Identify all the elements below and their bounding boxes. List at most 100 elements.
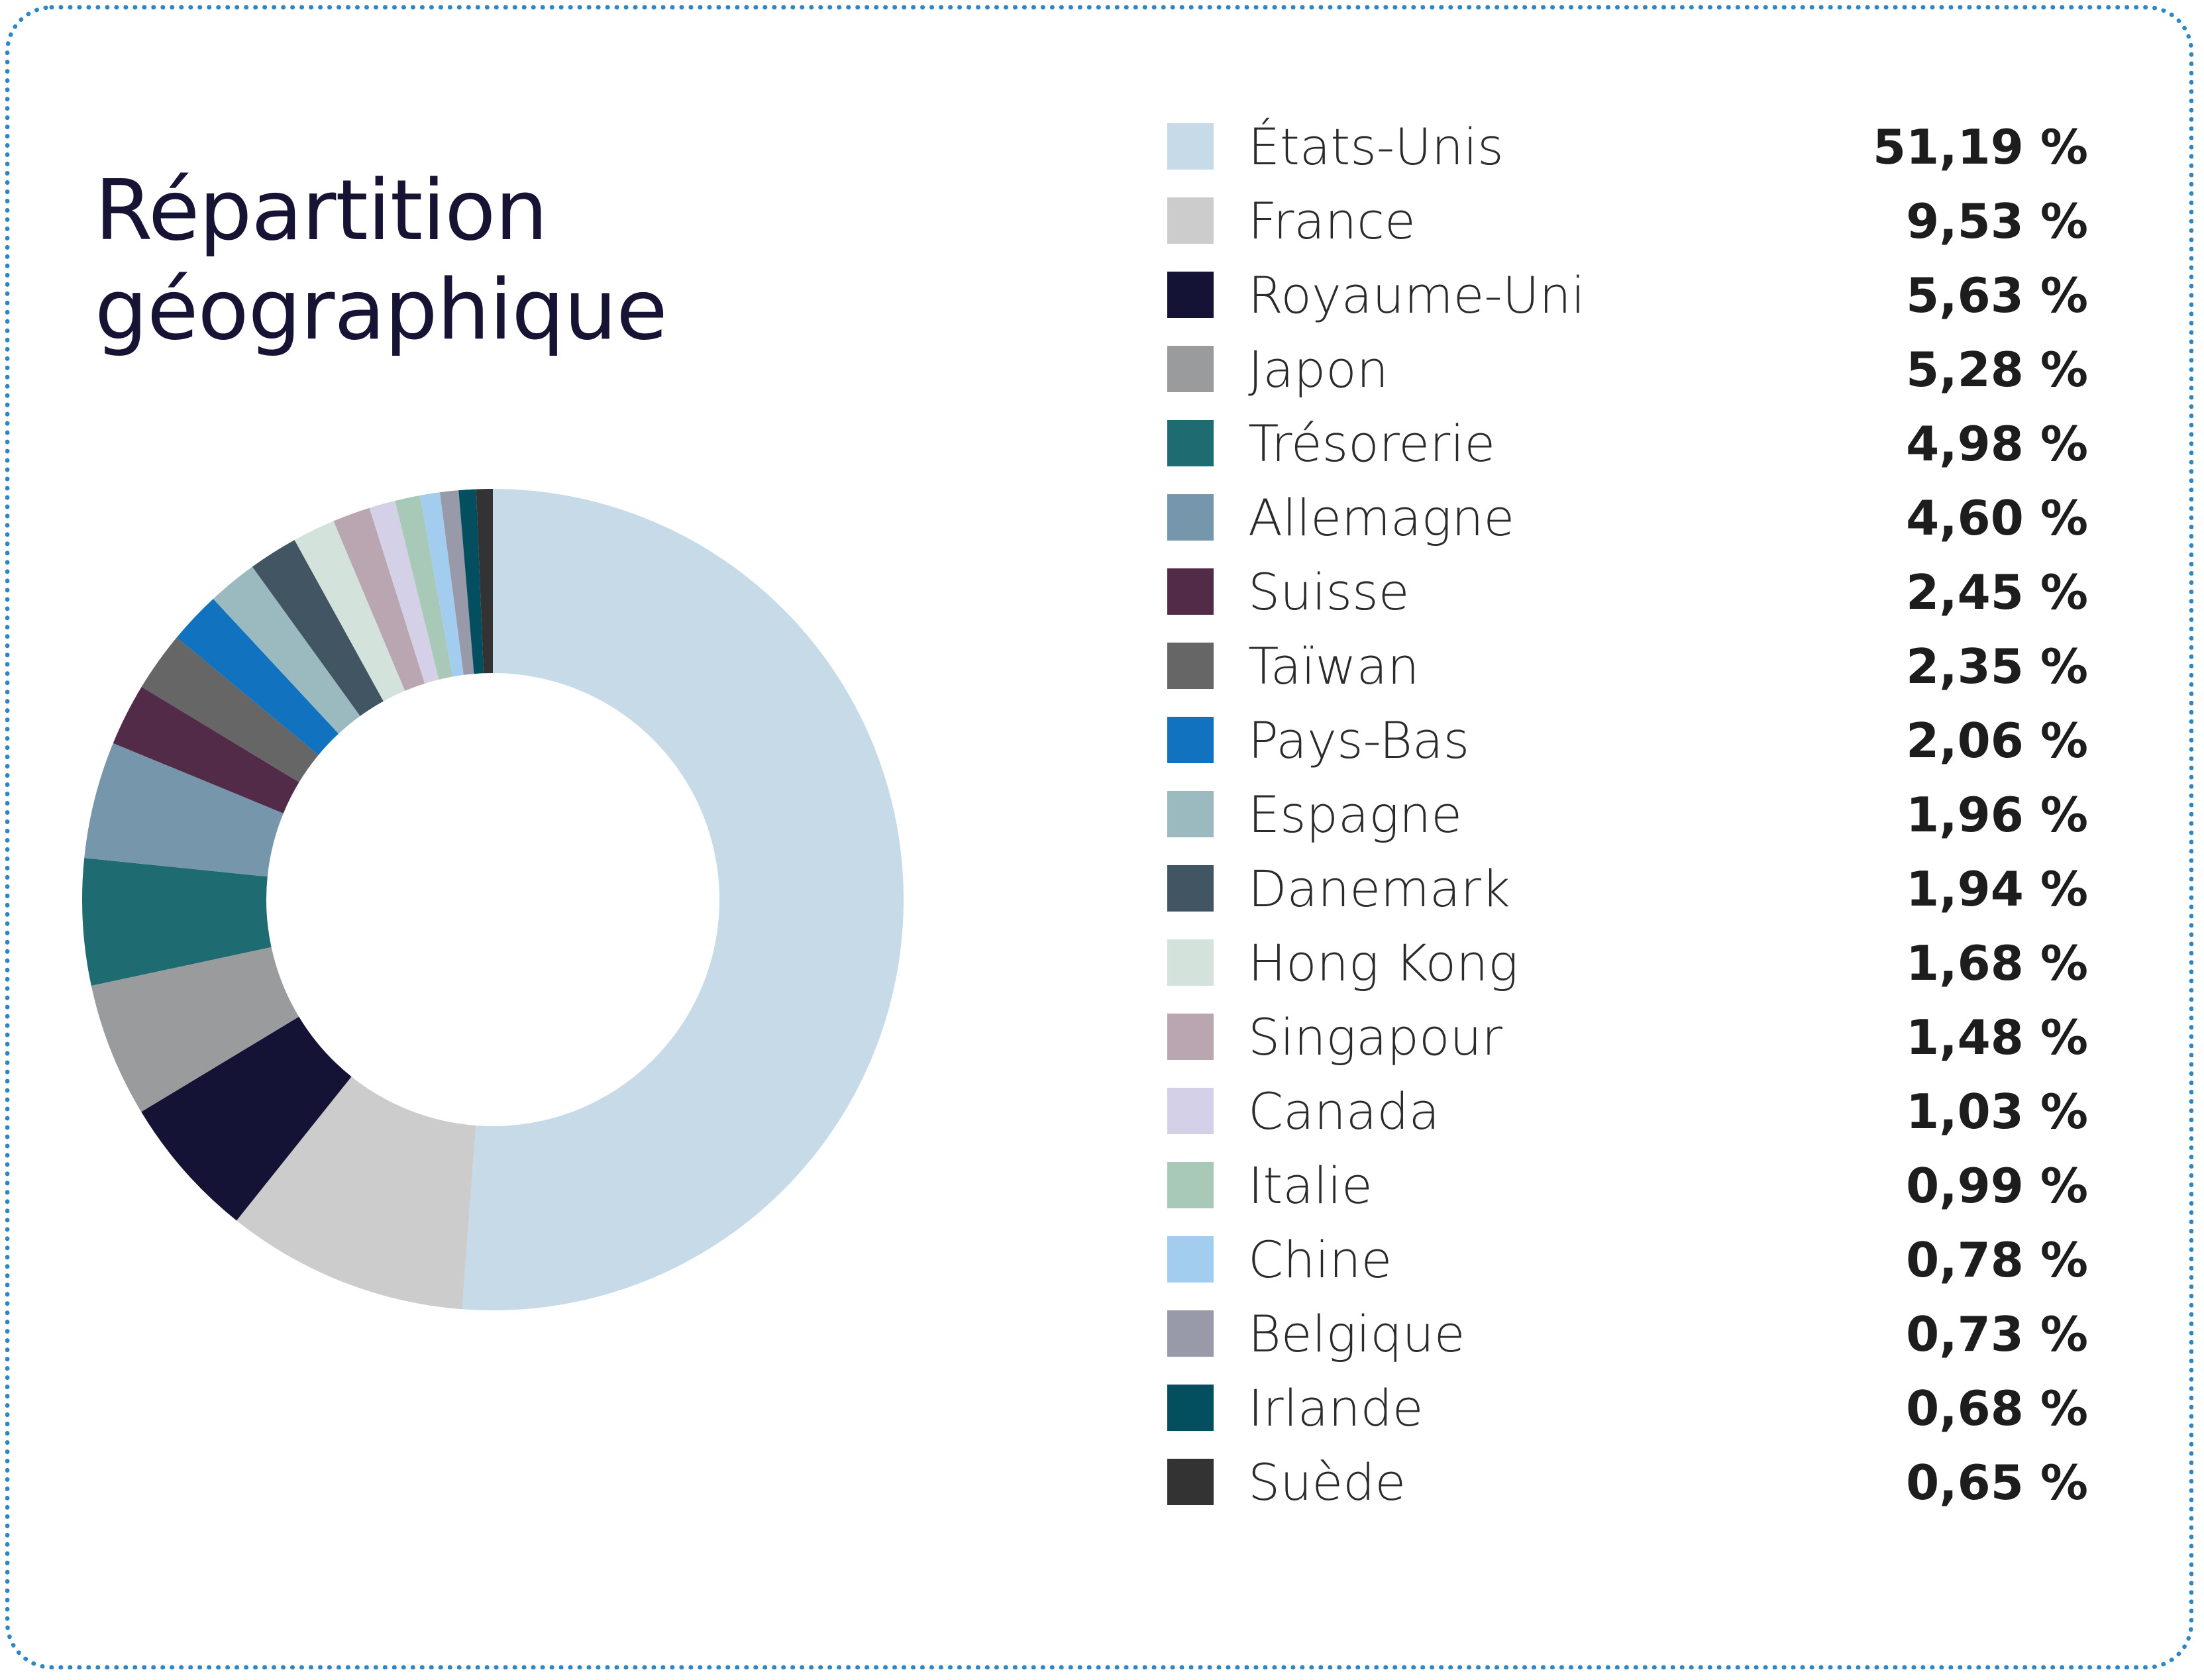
pie-slice-18 bbox=[476, 489, 493, 674]
pie-slice-14 bbox=[395, 495, 453, 680]
legend-value: 5,28 % bbox=[1906, 342, 2088, 397]
legend-item: Espagne 1,96 % bbox=[1167, 778, 2088, 852]
legend-swatch bbox=[1167, 1310, 1214, 1357]
legend-label: France bbox=[1248, 191, 1416, 250]
legend-value: 4,98 % bbox=[1906, 416, 2088, 472]
pie-slice-12 bbox=[333, 507, 425, 691]
pie-slice-3 bbox=[91, 947, 299, 1112]
legend-item: Royaume-Uni 5,63 % bbox=[1167, 258, 2088, 333]
legend-label: Royaume-Uni bbox=[1248, 266, 1585, 325]
legend-swatch bbox=[1167, 494, 1214, 541]
legend-label: Pays-Bas bbox=[1248, 711, 1470, 770]
legend-label: Italie bbox=[1248, 1156, 1373, 1215]
pie-slice-7 bbox=[141, 637, 319, 782]
legend-swatch bbox=[1167, 1014, 1214, 1060]
legend: États-Unis 51,19 % France 9,53 % Royaume-Uni… bbox=[1167, 110, 2088, 1520]
legend-value: 1,03 % bbox=[1906, 1084, 2088, 1139]
pie-slice-6 bbox=[113, 686, 299, 814]
legend-swatch bbox=[1167, 1088, 1214, 1134]
legend-item: Suède 0,65 % bbox=[1167, 1445, 2088, 1520]
chart-title: Répartition géographique bbox=[95, 161, 668, 360]
legend-label: Irlande bbox=[1248, 1379, 1424, 1438]
legend-swatch bbox=[1167, 197, 1214, 244]
legend-swatch bbox=[1167, 791, 1214, 837]
legend-label: Chine bbox=[1248, 1230, 1392, 1289]
legend-item: Italie 0,99 % bbox=[1167, 1149, 2088, 1223]
legend-item: Danemark 1,94 % bbox=[1167, 852, 2088, 926]
legend-swatch bbox=[1167, 939, 1214, 986]
legend-label: Taïwan bbox=[1248, 637, 1420, 696]
pie-slice-4 bbox=[82, 858, 272, 986]
legend-swatch bbox=[1167, 420, 1214, 466]
legend-swatch bbox=[1167, 643, 1214, 689]
legend-value: 9,53 % bbox=[1906, 193, 2088, 249]
legend-swatch bbox=[1167, 1459, 1214, 1505]
legend-value: 0,73 % bbox=[1906, 1306, 2088, 1362]
legend-value: 0,78 % bbox=[1906, 1232, 2088, 1288]
legend-value: 0,65 % bbox=[1906, 1455, 2088, 1510]
legend-swatch bbox=[1167, 568, 1214, 615]
legend-item: Canada 1,03 % bbox=[1167, 1075, 2088, 1149]
legend-swatch bbox=[1167, 272, 1214, 318]
legend-item: Pays-Bas 2,06 % bbox=[1167, 704, 2088, 778]
legend-value: 1,68 % bbox=[1906, 935, 2088, 991]
legend-value: 0,99 % bbox=[1906, 1158, 2088, 1214]
legend-value: 5,63 % bbox=[1906, 268, 2088, 323]
legend-label: Suède bbox=[1248, 1453, 1406, 1512]
legend-label: Hong Kong bbox=[1248, 933, 1518, 992]
pie-slice-1 bbox=[236, 1076, 476, 1310]
legend-item: Singapour 1,48 % bbox=[1167, 1000, 2088, 1075]
legend-value: 1,94 % bbox=[1906, 861, 2088, 917]
legend-label: Espagne bbox=[1248, 785, 1462, 844]
legend-swatch bbox=[1167, 717, 1214, 763]
pie-slice-16 bbox=[439, 490, 474, 675]
legend-swatch bbox=[1167, 865, 1214, 912]
legend-item: Chine 0,78 % bbox=[1167, 1223, 2088, 1297]
legend-value: 2,45 % bbox=[1906, 564, 2088, 620]
chart-title-line-2: géographique bbox=[95, 261, 668, 358]
pie-slice-0 bbox=[462, 489, 904, 1311]
legend-item: Taïwan 2,35 % bbox=[1167, 629, 2088, 704]
legend-swatch bbox=[1167, 1162, 1214, 1208]
legend-value: 1,48 % bbox=[1906, 1010, 2088, 1065]
legend-label: Danemark bbox=[1248, 859, 1510, 918]
legend-value: 2,06 % bbox=[1906, 713, 2088, 768]
legend-label: Japon bbox=[1248, 340, 1389, 399]
legend-item: Trésorerie 4,98 % bbox=[1167, 407, 2088, 481]
legend-label: Suisse bbox=[1248, 562, 1410, 621]
pie-slice-10 bbox=[252, 540, 384, 716]
legend-item: France 9,53 % bbox=[1167, 184, 2088, 258]
legend-item: Suisse 2,45 % bbox=[1167, 555, 2088, 629]
legend-value: 2,35 % bbox=[1906, 639, 2088, 694]
legend-value: 1,96 % bbox=[1906, 787, 2088, 843]
pie-slice-15 bbox=[419, 492, 464, 677]
pie-slice-2 bbox=[141, 1016, 352, 1221]
legend-item: Allemagne 4,60 % bbox=[1167, 481, 2088, 555]
pie-slice-17 bbox=[458, 489, 484, 674]
legend-value: 51,19 % bbox=[1873, 119, 2088, 175]
chart-card: Répartition géographique bbox=[5, 5, 2193, 1669]
legend-item: États-Unis 51,19 % bbox=[1167, 110, 2088, 184]
chart-title-line-1: Répartition bbox=[95, 162, 548, 259]
pie-slice-11 bbox=[294, 521, 405, 702]
legend-swatch bbox=[1167, 1385, 1214, 1431]
legend-swatch bbox=[1167, 346, 1214, 392]
legend-label: États-Unis bbox=[1248, 117, 1504, 176]
legend-item: Belgique 0,73 % bbox=[1167, 1297, 2088, 1371]
legend-item: Japon 5,28 % bbox=[1167, 333, 2088, 407]
legend-item: Irlande 0,68 % bbox=[1167, 1371, 2088, 1445]
legend-label: Allemagne bbox=[1248, 488, 1515, 547]
legend-value: 0,68 % bbox=[1906, 1381, 2088, 1436]
legend-swatch bbox=[1167, 123, 1214, 170]
legend-label: Canada bbox=[1248, 1082, 1440, 1141]
legend-value: 4,60 % bbox=[1906, 490, 2088, 546]
pie-slice-5 bbox=[84, 743, 284, 877]
pie-slice-13 bbox=[369, 500, 439, 684]
legend-label: Belgique bbox=[1248, 1304, 1465, 1363]
legend-label: Singapour bbox=[1248, 1008, 1502, 1067]
legend-swatch bbox=[1167, 1236, 1214, 1283]
pie-slice-9 bbox=[213, 566, 360, 734]
pie-slice-8 bbox=[176, 598, 339, 755]
legend-label: Trésorerie bbox=[1248, 414, 1496, 473]
